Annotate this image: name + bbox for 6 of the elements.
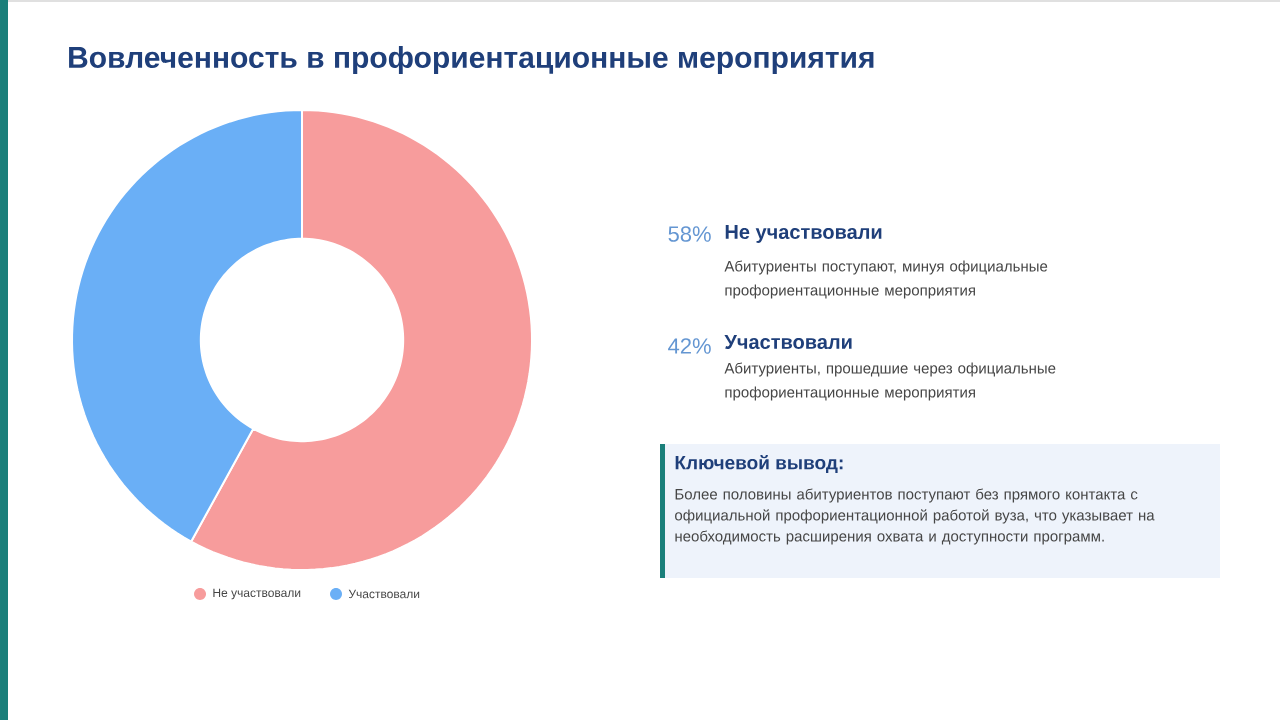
- category-label: Участвовали: [724, 335, 852, 349]
- text: 42%: [668, 338, 711, 354]
- text: Ключевой вывод:: [675, 455, 843, 473]
- chart-title: Вовлеченность в профориентационные мероприятия: [69, 46, 874, 74]
- slice-label: Не участвовали: [725, 225, 882, 243]
- text: 58%: [668, 226, 711, 242]
